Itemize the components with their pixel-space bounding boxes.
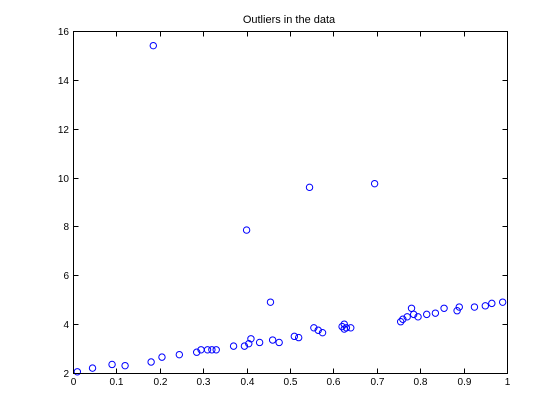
x-tick-label: 0.8 <box>414 377 428 388</box>
data-point <box>108 360 116 369</box>
x-tick-label: 0.1 <box>110 377 124 388</box>
x-tick-label: 0.7 <box>371 377 385 388</box>
marker-layer <box>73 41 507 376</box>
data-point <box>399 315 407 323</box>
data-point <box>310 324 318 332</box>
data-point <box>455 303 463 311</box>
data-point <box>338 322 346 331</box>
data-point <box>470 303 479 311</box>
data-point <box>488 299 496 308</box>
data-point <box>403 313 411 321</box>
y-axis: 2 4 6 8 10 12 14 16 <box>58 27 508 380</box>
data-point <box>266 298 275 306</box>
data-point <box>242 226 251 234</box>
data-point <box>147 358 155 366</box>
data-point <box>245 339 253 348</box>
data-point <box>453 307 461 315</box>
y-tick-label: 6 <box>63 271 69 282</box>
data-point <box>314 326 322 334</box>
data-point <box>255 338 264 347</box>
data-point <box>440 304 448 312</box>
x-tick-label: 0.6 <box>327 377 341 388</box>
data-point <box>73 368 82 376</box>
data-point <box>407 304 416 312</box>
data-point <box>498 298 507 306</box>
data-point <box>158 353 166 361</box>
x-tick-label: 0.5 <box>284 377 298 388</box>
data-point <box>203 346 212 354</box>
data-point <box>370 179 379 188</box>
x-tick-label: 1 <box>505 377 511 388</box>
y-tick-label: 2 <box>63 369 69 380</box>
data-point <box>409 310 418 319</box>
y-tick-label: 16 <box>58 27 70 38</box>
x-tick-label: 0.4 <box>241 377 255 388</box>
data-point <box>481 302 489 310</box>
data-point <box>212 346 220 354</box>
plot-area-frame <box>73 31 508 374</box>
data-point <box>149 41 157 50</box>
y-tick-label: 8 <box>63 222 69 233</box>
y-tick-label: 10 <box>58 174 70 185</box>
data-point <box>340 320 348 328</box>
data-point <box>423 310 431 319</box>
data-point <box>431 309 440 317</box>
data-point <box>290 332 299 341</box>
data-point <box>294 333 303 342</box>
data-point <box>88 364 97 372</box>
x-tick-label: 0.3 <box>197 377 211 388</box>
x-tick-label: 0.9 <box>458 377 472 388</box>
data-point <box>240 342 249 350</box>
data-point <box>121 361 129 370</box>
data-point <box>342 324 351 332</box>
data-point <box>305 183 314 192</box>
data-point <box>268 336 277 344</box>
data-point <box>247 335 255 343</box>
y-tick-label: 4 <box>63 320 69 331</box>
x-tick-label: 0 <box>71 377 77 388</box>
y-tick-label: 12 <box>58 125 70 136</box>
x-axis: 0 0.1 0.2 0.3 0.4 0.5 0.6 0.7 0.8 0.9 1 <box>71 31 511 388</box>
y-tick-label: 14 <box>58 76 70 87</box>
data-point <box>318 328 327 337</box>
chart-title: Outliers in the data <box>243 14 336 26</box>
data-point <box>175 350 184 359</box>
data-point <box>229 342 238 350</box>
data-point <box>347 324 355 332</box>
x-tick-label: 0.2 <box>154 377 168 388</box>
data-point <box>275 338 283 347</box>
data-point <box>396 318 405 326</box>
data-point <box>208 346 216 354</box>
data-point <box>414 313 422 321</box>
data-point <box>192 348 201 356</box>
